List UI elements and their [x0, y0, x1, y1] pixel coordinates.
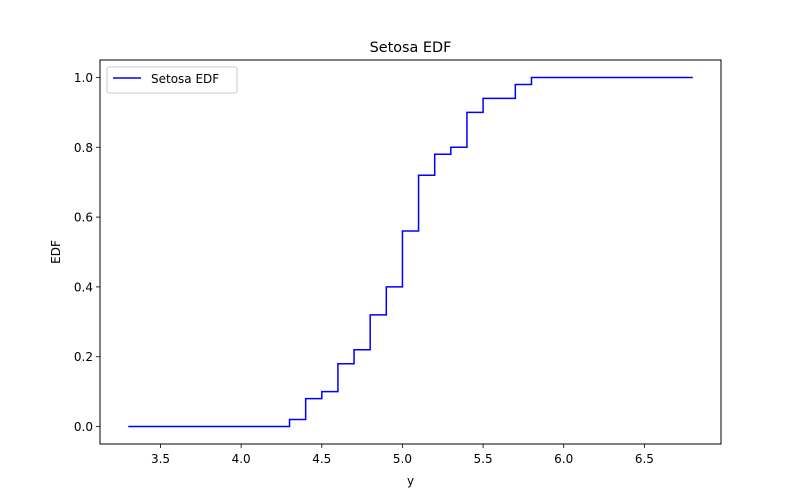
y-tick-label: 0.0 — [74, 420, 93, 434]
axes-frame — [99, 59, 722, 445]
chart-title: Setosa EDF — [370, 40, 452, 56]
y-tick-label: 0.6 — [74, 211, 93, 225]
x-tick-label: 4.5 — [312, 452, 331, 466]
x-tick-label: 6.5 — [635, 452, 654, 466]
y-tick-label: 1.0 — [74, 71, 93, 85]
x-tick-label: 5.0 — [393, 452, 412, 466]
x-tick-label: 3.5 — [151, 452, 170, 466]
legend-label: Setosa EDF — [151, 72, 219, 86]
x-tick-label: 6.0 — [554, 452, 573, 466]
y-axis: 0.0 0.2 0.4 0.6 0.8 1.0 — [74, 71, 100, 434]
x-tick-label: 5.5 — [474, 452, 493, 466]
x-tick-label: 4.0 — [232, 452, 251, 466]
y-tick-label: 0.8 — [74, 141, 93, 155]
legend[interactable]: Setosa EDF — [106, 66, 238, 94]
y-axis-label: EDF — [49, 240, 63, 264]
plot-area: 3.5 4.0 4.5 5.0 5.5 6.0 6.5 0.0 0.2 0.4 0.6 0.8 1.0 — [74, 59, 722, 466]
series-layer — [128, 76, 693, 428]
legend-box — [106, 66, 238, 94]
y-tick-label: 0.2 — [74, 350, 93, 364]
x-axis: 3.5 4.0 4.5 5.0 5.5 6.0 6.5 — [151, 444, 654, 466]
series-line-0 — [128, 76, 693, 428]
x-axis-label: y — [407, 474, 414, 488]
y-tick-label: 0.4 — [74, 280, 93, 294]
